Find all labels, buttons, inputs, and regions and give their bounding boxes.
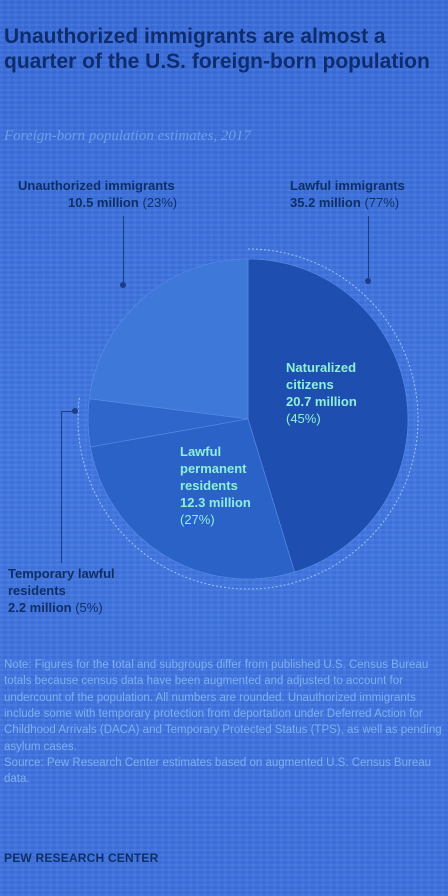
chart-subtitle: Foreign-born population estimates, 2017: [4, 128, 251, 144]
label-naturalized-name: Naturalized citizens: [286, 360, 357, 392]
label-lpr: Lawful permanent residents 12.3 million …: [180, 444, 275, 528]
label-lawful-value: 35.2 million: [290, 194, 361, 210]
label-naturalized-value: 20.7 million: [286, 393, 357, 409]
leader-lawful-dot: [365, 278, 371, 284]
brand-logo: PEW RESEARCH CENTER: [4, 851, 159, 865]
leader-temporary: [61, 411, 62, 563]
slice-naturalized-citizens: [247, 258, 409, 573]
slice-lawful-permanent-residents: [90, 418, 295, 580]
label-naturalized-percent: (45%): [286, 410, 321, 426]
label-unauthorized: Unauthorized immigrants 10.5 million (23…: [18, 178, 177, 212]
label-lawful-name: Lawful immigrants: [290, 178, 405, 193]
leader-unauthorized-dot: [120, 282, 126, 288]
label-lawful: Lawful immigrants 35.2 million (77%): [290, 178, 405, 212]
lawful-group-outline: [77, 248, 419, 590]
leader-unauthorized: [123, 216, 124, 284]
leader-temporary-dot: [72, 408, 78, 414]
label-temporary-value: 2.2 million: [8, 599, 72, 615]
label-temporary-percent: (5%): [75, 599, 103, 615]
label-lpr-percent: (27%): [180, 511, 215, 527]
source-text: Source: Pew Research Center estimates ba…: [4, 756, 432, 786]
label-temporary-name: Temporary lawful residents: [8, 566, 115, 598]
label-lpr-name: Lawful permanent residents: [180, 444, 247, 493]
leader-lawful: [368, 216, 369, 280]
chart-note: Note: Figures for the total and subgroup…: [4, 657, 442, 788]
label-temporary: Temporary lawful residents 2.2 million (…: [8, 566, 158, 617]
slice-unauthorized-immigrants: [88, 258, 249, 420]
label-lpr-value: 12.3 million: [180, 494, 251, 510]
leader-temporary-elbow: [61, 411, 75, 412]
label-naturalized: Naturalized citizens 20.7 million (45%): [286, 360, 396, 428]
label-lawful-percent: (77%): [364, 194, 400, 210]
label-unauthorized-name: Unauthorized immigrants: [18, 178, 175, 193]
note-text: Note: Figures for the total and subgroup…: [4, 659, 442, 753]
chart-title: Unauthorized immigrants are almost a qua…: [4, 25, 430, 74]
label-unauthorized-value: 10.5 million: [68, 194, 139, 210]
label-unauthorized-percent: (23%): [142, 194, 178, 210]
